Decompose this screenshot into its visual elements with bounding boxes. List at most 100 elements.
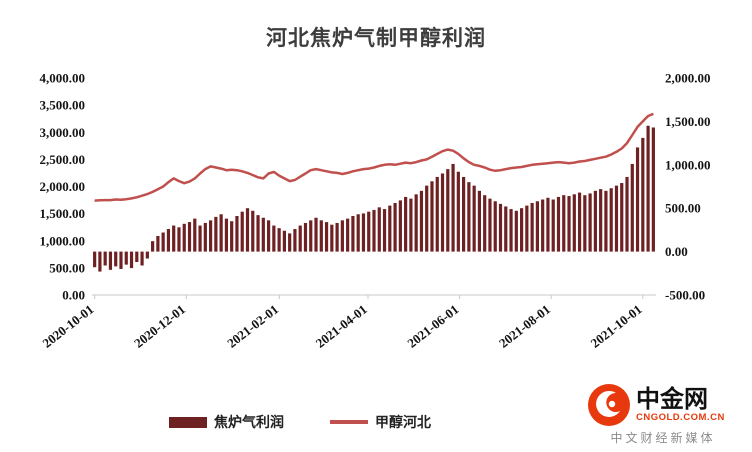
profit-bar — [114, 251, 118, 267]
profit-bar — [166, 229, 171, 252]
profit-bar — [409, 198, 413, 252]
profit-bar — [335, 222, 339, 252]
profit-bar — [451, 163, 455, 252]
profit-bar — [493, 201, 497, 252]
profit-bar — [151, 241, 155, 252]
brand-name: 中金网 — [636, 386, 708, 414]
profit-bar — [209, 220, 213, 252]
profit-bar — [430, 181, 434, 252]
legend-item-bars: 焦炉气利润 — [169, 412, 284, 432]
profit-bar — [314, 217, 318, 252]
profit-bar — [367, 211, 371, 252]
profit-bar — [614, 185, 619, 252]
profit-bar — [604, 190, 608, 252]
profit-bar — [435, 176, 439, 252]
profit-bar — [646, 125, 650, 252]
profit-bar — [98, 251, 102, 272]
profit-bar — [440, 173, 445, 252]
profit-bar — [535, 201, 539, 252]
profit-bar — [356, 214, 360, 252]
profit-bar — [187, 222, 192, 252]
profit-bar — [240, 211, 244, 252]
profit-bar — [462, 176, 466, 252]
profit-bar — [472, 185, 476, 252]
profit-bar — [266, 220, 271, 252]
profit-bar — [572, 194, 576, 252]
left-axis-tick-label: 1,000.00 — [40, 233, 86, 248]
x-axis-tick-label: 2021-10-01 — [588, 302, 645, 351]
profit-bar — [182, 223, 186, 252]
profit-bar — [324, 222, 329, 252]
profit-bar — [156, 235, 160, 252]
right-axis-tick-label: 2,000.00 — [665, 71, 711, 86]
profit-bar — [382, 209, 387, 252]
profit-bar — [641, 137, 645, 252]
profit-bar — [620, 183, 624, 252]
profit-bar — [372, 209, 376, 252]
profit-bar — [425, 185, 429, 252]
profit-bar — [145, 251, 149, 259]
profit-bar — [398, 200, 402, 252]
profit-bar — [219, 214, 223, 252]
profit-bar — [530, 202, 534, 252]
profit-bar — [414, 194, 418, 252]
profit-bar — [404, 196, 408, 252]
profit-bar — [235, 216, 239, 252]
left-axis-tick-label: 3,000.00 — [40, 125, 86, 140]
profit-bar — [556, 196, 561, 252]
profit-bar — [504, 206, 508, 252]
profit-bar — [330, 224, 334, 252]
left-axis-tick-label: 2,500.00 — [40, 152, 86, 167]
profit-bar — [588, 193, 592, 252]
profit-bar — [599, 189, 603, 252]
cngold-logo-icon — [588, 384, 630, 426]
profit-bar — [651, 127, 655, 252]
profit-bar — [272, 225, 276, 252]
profit-bar — [103, 251, 107, 266]
profit-bar — [198, 225, 202, 252]
profit-bar — [477, 190, 482, 252]
profit-bar — [525, 205, 529, 252]
x-axis-tick-label: 2020-10-01 — [39, 302, 96, 351]
profit-bar — [298, 225, 302, 252]
profit-bar — [388, 205, 392, 252]
legend-item-line: 甲醇河北 — [330, 412, 431, 432]
profit-bar — [124, 251, 128, 265]
profit-bar — [288, 233, 292, 252]
profit-bar — [177, 227, 181, 252]
profit-bar — [230, 221, 234, 252]
profit-bar — [277, 228, 281, 252]
profit-bar — [129, 251, 134, 269]
profit-bar — [498, 203, 503, 252]
profit-bar — [161, 232, 165, 252]
profit-bar — [446, 169, 450, 252]
profit-bar — [119, 251, 123, 269]
profit-bar — [282, 230, 286, 252]
profit-bar — [303, 222, 308, 252]
profit-bar — [256, 215, 260, 252]
profit-bar — [583, 195, 587, 252]
line-series-swatch — [330, 420, 368, 424]
profit-bar — [245, 208, 250, 252]
right-axis-tick-label: 500.00 — [665, 201, 701, 216]
profit-bar — [135, 251, 139, 263]
profit-bar — [514, 210, 518, 252]
profit-bar — [214, 216, 218, 252]
right-axis-tick-label: 0.00 — [665, 244, 688, 259]
x-axis-tick-label: 2021-02-01 — [224, 302, 281, 351]
legend-label-bars: 焦炉气利润 — [214, 414, 284, 430]
left-axis-tick-label: 1,500.00 — [40, 206, 86, 221]
profit-bar — [203, 222, 207, 252]
left-axis-tick-label: 3,500.00 — [40, 98, 86, 113]
profit-bar — [625, 176, 629, 252]
profit-bar — [562, 195, 566, 252]
profit-bar — [551, 199, 555, 252]
profit-bar — [224, 218, 229, 252]
profit-bar — [546, 197, 550, 252]
profit-bar — [251, 210, 255, 252]
left-axis-tick-label: 2,000.00 — [40, 179, 86, 194]
profit-bar — [609, 188, 613, 252]
brand-watermark: 中金网 CNGOLD.COM.CN 中文财经新媒体 — [588, 384, 738, 446]
profit-bar — [593, 190, 597, 252]
